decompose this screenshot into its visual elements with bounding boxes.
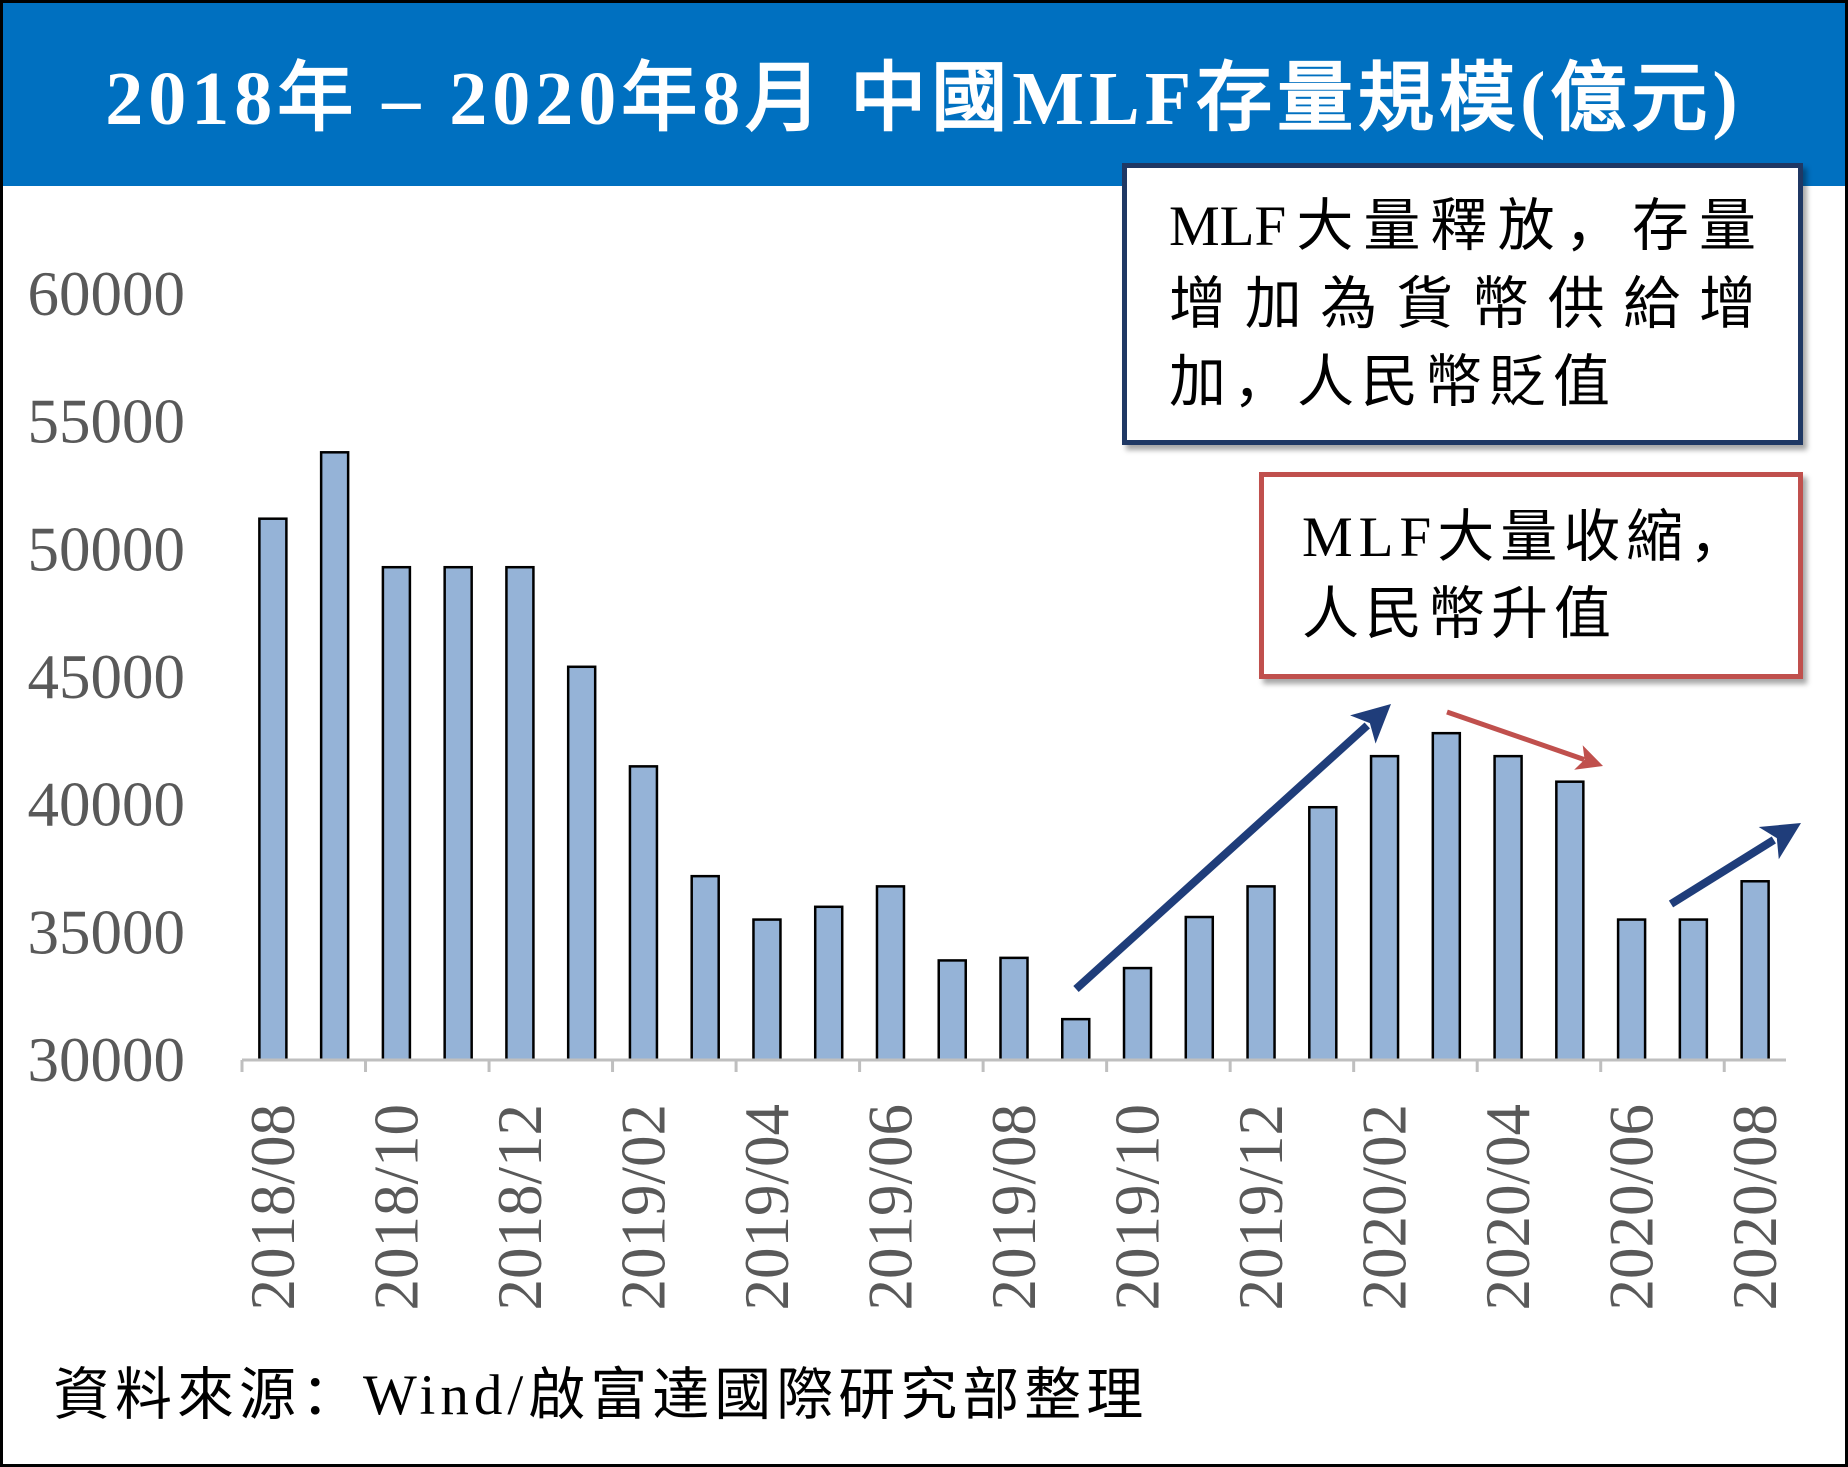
bar	[813, 905, 844, 1062]
annotation-line: 加，人民幣貶值	[1169, 351, 1617, 414]
y-axis-tick-label: 45000	[28, 642, 186, 712]
bar	[628, 765, 659, 1062]
trend-arrow-contraction	[1446, 709, 1603, 770]
bar	[1246, 885, 1276, 1062]
annotation-box-contraction: MLF大量收縮， 人民幣升值	[1259, 472, 1803, 679]
x-axis-tick-label: 2019/10	[1103, 1104, 1173, 1311]
trend-arrow-release	[1668, 823, 1801, 908]
trend-arrow-release	[1073, 704, 1391, 992]
y-axis: 30000 35000 40000 45000 50000 55000 60000	[28, 259, 186, 1095]
bar	[1431, 731, 1462, 1062]
arrow-shaft	[1073, 722, 1370, 992]
chart-title: 2018年 – 2020年8月 中國MLF存量規模(億元)	[105, 57, 1743, 141]
x-axis-tick-label: 2019/12	[1226, 1104, 1296, 1311]
y-axis-tick-label: 40000	[28, 770, 186, 840]
bars	[258, 451, 1770, 1062]
x-axis-tick-label: 2018/12	[485, 1104, 555, 1311]
bar	[1555, 780, 1585, 1062]
y-axis-tick-label: 50000	[28, 514, 186, 584]
bar	[937, 959, 967, 1062]
source-note: 資料來源：Wind/啟富達國際研究部整理	[53, 1364, 1149, 1427]
x-axis-tick-label: 2018/10	[361, 1104, 431, 1311]
bar	[1493, 754, 1523, 1062]
bar	[1308, 805, 1338, 1062]
x-axis-tick-label: 2020/08	[1720, 1104, 1790, 1311]
title-bar: 2018年 – 2020年8月 中國MLF存量規模(億元)	[3, 3, 1845, 186]
y-axis-tick-label: 60000	[28, 259, 186, 329]
bar	[690, 874, 720, 1062]
bar	[1122, 966, 1153, 1062]
bar	[443, 565, 473, 1062]
arrow-head	[1574, 745, 1603, 770]
y-axis-tick-label: 30000	[28, 1025, 186, 1095]
x-axis-tick-label: 2019/08	[979, 1104, 1049, 1311]
x-axis-tick-label: 2019/02	[608, 1104, 678, 1311]
bar	[999, 956, 1029, 1062]
bar	[258, 517, 288, 1062]
annotation-line: 增加為貨幣供給增	[1169, 273, 1756, 336]
arrow-head	[1758, 823, 1801, 860]
x-axis-tick-label: 2019/04	[732, 1104, 802, 1311]
bar	[319, 451, 350, 1062]
bar	[1369, 754, 1400, 1062]
arrow-shaft	[1446, 709, 1585, 762]
annotation-line: 人民幣升值	[1302, 583, 1617, 646]
bar	[566, 665, 597, 1062]
bar	[381, 565, 412, 1062]
bar-chart: 30000 35000 40000 45000 50000 55000 60000 2018/…	[28, 259, 1801, 1311]
x-axis-tick-label: 2020/04	[1473, 1104, 1543, 1311]
bar	[1061, 1017, 1091, 1062]
annotation-line: MLF大量釋放，存量	[1169, 195, 1756, 258]
annotation-line: MLF大量收縮，	[1302, 506, 1753, 569]
bar	[505, 565, 535, 1062]
arrow-shaft	[1668, 836, 1776, 908]
bar	[752, 918, 782, 1062]
bar	[1678, 918, 1709, 1062]
x-axis-tick-label: 2020/06	[1597, 1104, 1667, 1311]
bar	[1740, 880, 1770, 1062]
annotation-box-release: MLF大量釋放，存量 增加為貨幣供給增 加，人民幣貶值	[1122, 163, 1803, 445]
y-axis-tick-label: 55000	[28, 387, 186, 457]
x-axis-tick-label: 2019/06	[855, 1104, 925, 1311]
x-axis: 2018/08 2018/10 2018/12 2019/02 2019/04 2019/…	[238, 1058, 1790, 1311]
x-axis-tick-label: 2020/02	[1350, 1104, 1420, 1311]
arrow-head	[1350, 704, 1391, 744]
bar	[1616, 918, 1647, 1062]
x-axis-tick-label: 2018/08	[238, 1104, 308, 1311]
y-axis-tick-label: 35000	[28, 897, 186, 967]
bar	[1184, 915, 1215, 1062]
bar	[875, 885, 906, 1062]
